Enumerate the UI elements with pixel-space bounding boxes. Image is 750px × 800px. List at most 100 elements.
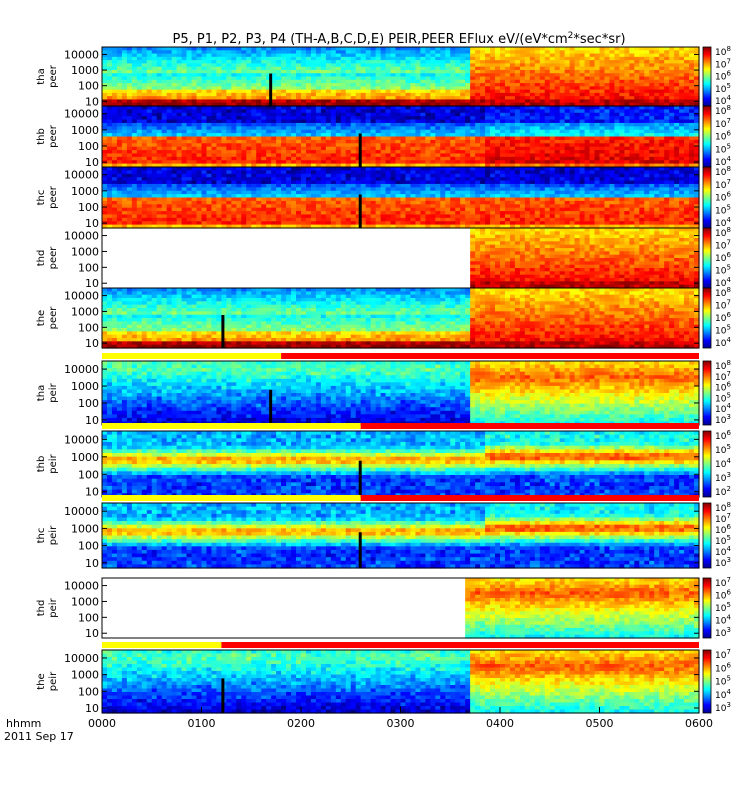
colorbar-tick-label: 104	[715, 336, 731, 349]
y-tick-label: 1000	[71, 305, 99, 318]
y-tick-label: 1000	[71, 380, 99, 393]
date-label: 2011 Sep 17	[4, 730, 74, 743]
species-label: peer	[48, 185, 59, 209]
y-tick-label: 1000	[71, 522, 99, 535]
y-tick-label: 10	[85, 627, 99, 640]
species-label: peir	[48, 597, 59, 617]
colorbar-tick-label: 106	[715, 661, 731, 674]
probe-label: the	[36, 310, 47, 326]
spectrogram-figure: P5, P1, P2, P3, P4 (TH-A,B,C,D,E) PEIR,P…	[0, 0, 750, 800]
probe-label: tha	[36, 385, 47, 401]
colorbar-tick-label: 104	[715, 688, 731, 701]
y-tick-label: 10	[85, 557, 99, 570]
y-tick-label: 100	[78, 140, 99, 153]
colorbar-tick-label: 107	[715, 239, 731, 252]
colorbar-tick-label: 104	[715, 614, 731, 627]
y-tick-label: 10000	[64, 169, 99, 182]
quality-bar-red	[361, 423, 699, 429]
y-tick-label: 10000	[64, 505, 99, 518]
colorbar	[703, 288, 711, 348]
species-label: peir	[48, 525, 59, 545]
quality-bar-yellow	[102, 423, 361, 429]
colorbar-tick-label: 107	[715, 117, 731, 130]
data-gap	[221, 678, 224, 713]
colorbar	[703, 503, 711, 568]
colorbar-tick-label: 107	[715, 178, 731, 191]
y-tick-label: 1000	[71, 64, 99, 77]
y-tick-label: 10	[85, 414, 99, 427]
probe-label: thd	[36, 250, 47, 267]
y-tick-label: 10	[85, 277, 99, 290]
colorbar	[703, 578, 711, 638]
y-tick-label: 10000	[64, 363, 99, 376]
data-gap	[359, 133, 362, 167]
species-label: peir	[48, 382, 59, 402]
quality-bar-red	[361, 495, 699, 501]
y-tick-label: 10000	[64, 433, 99, 446]
x-tick-label: 0500	[586, 717, 614, 730]
y-tick-label: 100	[78, 397, 99, 410]
colorbar-tick-label: 107	[715, 576, 731, 589]
data-gap	[269, 390, 272, 425]
y-tick-label: 100	[78, 685, 99, 698]
colorbar-tick-label: 104	[715, 457, 731, 470]
x-tick-label: 0000	[88, 717, 116, 730]
colorbar-tick-label: 105	[715, 264, 731, 277]
y-tick-label: 10000	[64, 652, 99, 665]
data-gap	[221, 315, 224, 348]
y-tick-label: 10000	[64, 230, 99, 243]
probe-label: thb	[36, 128, 47, 145]
spectrogram	[102, 503, 700, 569]
probe-label: tha	[36, 68, 47, 84]
species-label: peer	[48, 246, 59, 270]
colorbar-tick-label: 105	[715, 82, 731, 95]
colorbar	[703, 431, 711, 497]
spectrogram	[102, 361, 700, 426]
y-tick-label: 1000	[71, 669, 99, 682]
spectrogram	[102, 106, 700, 168]
colorbar-tick-label: 103	[715, 626, 731, 639]
y-tick-label: 10	[85, 95, 99, 108]
colorbar-tick-label: 105	[715, 324, 731, 337]
y-tick-label: 100	[78, 611, 99, 624]
y-tick-label: 10	[85, 217, 99, 230]
y-tick-label: 100	[78, 201, 99, 214]
y-tick-label: 10000	[64, 580, 99, 593]
colorbar-tick-label: 105	[715, 203, 731, 216]
colorbar-tick-label: 106	[715, 429, 731, 442]
y-tick-label: 10	[85, 486, 99, 499]
species-label: peir	[48, 671, 59, 691]
y-tick-label: 100	[78, 468, 99, 481]
y-tick-label: 100	[78, 321, 99, 334]
probe-label: thc	[36, 528, 47, 544]
colorbar-tick-label: 105	[715, 601, 731, 614]
chart-title: P5, P1, P2, P3, P4 (TH-A,B,C,D,E) PEIR,P…	[172, 31, 625, 47]
quality-bar-yellow	[102, 495, 361, 501]
spectrogram	[102, 167, 700, 229]
colorbar-tick-label: 105	[715, 443, 731, 456]
y-tick-label: 100	[78, 540, 99, 553]
spectrogram	[465, 578, 699, 639]
y-tick-label: 100	[78, 80, 99, 93]
x-tick-label: 0400	[486, 717, 514, 730]
y-tick-label: 10000	[64, 48, 99, 61]
spectrogram	[102, 288, 700, 349]
y-tick-label: 1000	[71, 124, 99, 137]
species-label: peir	[48, 453, 59, 473]
species-label: peer	[48, 124, 59, 148]
y-tick-label: 10	[85, 156, 99, 169]
y-tick-label: 10	[85, 702, 99, 715]
data-gap	[359, 461, 362, 497]
y-tick-label: 10000	[64, 108, 99, 121]
colorbar-tick-label: 103	[715, 701, 731, 714]
spectrogram	[102, 47, 700, 107]
species-label: peer	[48, 306, 59, 330]
